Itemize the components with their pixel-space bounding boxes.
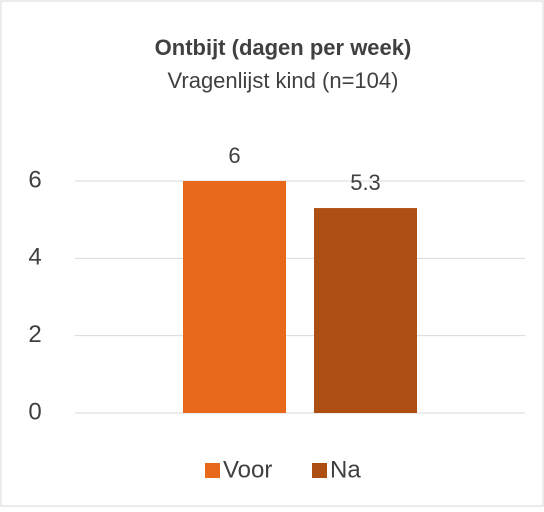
bar <box>183 181 286 413</box>
legend-swatch <box>205 463 220 478</box>
bar <box>314 208 417 413</box>
y-tick-label: 6 <box>28 166 41 193</box>
chart-title: Ontbijt (dagen per week) <box>155 35 412 60</box>
legend-swatch <box>312 463 327 478</box>
y-tick-label: 4 <box>28 244 41 271</box>
data-label: 6 <box>228 143 240 168</box>
y-tick-label: 2 <box>28 321 41 348</box>
data-label: 5.3 <box>350 170 381 195</box>
legend-label: Voor <box>223 456 272 483</box>
chart-subtitle: Vragenlijst kind (n=104) <box>168 68 399 93</box>
legend-label: Na <box>330 456 361 483</box>
y-tick-label: 0 <box>28 398 41 425</box>
